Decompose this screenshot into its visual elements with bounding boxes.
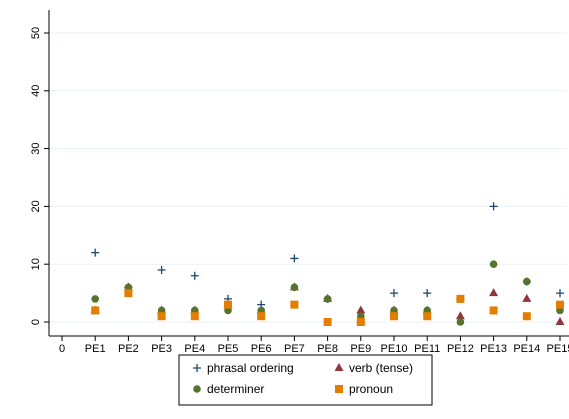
triangle-point xyxy=(489,288,499,297)
square-point xyxy=(157,312,166,321)
x-tick-label: PE9 xyxy=(350,343,371,355)
legend-triangle-icon xyxy=(334,363,344,371)
x-tick-label: PE4 xyxy=(184,343,205,355)
legend-circle-icon xyxy=(193,385,201,393)
x-tick-label: PE5 xyxy=(218,343,239,355)
circle-point xyxy=(489,260,498,269)
circle-point xyxy=(323,295,332,303)
x-tick-label: PE6 xyxy=(251,343,272,355)
y-tick-label: 40 xyxy=(30,85,42,97)
plus-point xyxy=(91,248,100,257)
x-tick-label: PE2 xyxy=(118,343,139,355)
grid-lines xyxy=(49,32,567,323)
plus-point xyxy=(290,254,299,263)
legend-box xyxy=(178,354,433,406)
x-tick-label: PE15 xyxy=(547,343,569,355)
square-point xyxy=(356,318,365,326)
circle-point xyxy=(523,277,531,286)
axes: 0 10 20 30 40 50 0 PE1 PE2 PE3 PE4 PE5 PE6 PE7 PE8 PE9 P… xyxy=(30,10,569,355)
legend: phrasal ordering verb (tense) determiner pr… xyxy=(178,354,433,406)
legend-item: pronoun xyxy=(335,382,393,396)
square-point xyxy=(522,312,531,321)
x-tick-label: PE3 xyxy=(151,343,172,355)
legend-label: pronoun xyxy=(349,382,393,396)
plus-point xyxy=(556,289,564,298)
triangle-point xyxy=(555,317,565,325)
square-point xyxy=(423,312,432,321)
triangle-point xyxy=(522,293,532,302)
plus-point xyxy=(489,202,498,211)
legend-item: phrasal ordering xyxy=(193,361,294,375)
square-point xyxy=(224,300,232,309)
square-point xyxy=(257,312,266,321)
triangle-point xyxy=(356,305,366,314)
y-tick-label: 10 xyxy=(30,258,42,270)
legend-label: verb (tense) xyxy=(349,361,413,375)
series-square xyxy=(91,289,564,326)
legend-item: determiner xyxy=(193,382,264,396)
data-points xyxy=(90,202,565,326)
x-tick-label: 0 xyxy=(59,343,65,355)
square-point xyxy=(489,306,498,315)
square-point xyxy=(556,300,564,309)
square-point xyxy=(91,306,100,315)
x-tick-label: PE13 xyxy=(480,343,507,355)
legend-plus-icon xyxy=(193,364,201,372)
square-point xyxy=(456,294,465,303)
y-tick-label: 50 xyxy=(30,27,42,39)
triangle-point xyxy=(455,311,465,320)
plus-point xyxy=(423,289,432,298)
circle-point xyxy=(290,283,299,292)
legend-label: phrasal ordering xyxy=(207,361,294,375)
legend-square-icon xyxy=(335,385,343,393)
plus-point xyxy=(390,289,398,298)
plus-point xyxy=(190,271,199,280)
y-tick-label: 0 xyxy=(30,319,42,325)
x-tick-label: PE1 xyxy=(85,343,106,355)
x-tick-label: PE8 xyxy=(317,343,338,355)
y-tick-label: 30 xyxy=(30,142,42,154)
circle-point xyxy=(456,318,465,326)
square-point xyxy=(190,312,199,321)
legend-item: verb (tense) xyxy=(334,361,413,375)
x-tick-label: PE14 xyxy=(513,343,540,355)
x-tick-label: PE12 xyxy=(447,343,474,355)
square-point xyxy=(323,318,332,326)
square-point xyxy=(390,312,398,321)
square-point xyxy=(290,300,299,309)
x-tick-label: PE10 xyxy=(381,343,408,355)
circle-point xyxy=(91,295,99,303)
legend-label: determiner xyxy=(207,382,264,396)
x-tick-label: PE11 xyxy=(414,343,440,355)
x-tick-label: PE7 xyxy=(284,343,305,355)
square-point xyxy=(124,289,133,298)
plot-area xyxy=(49,10,567,336)
plus-point xyxy=(157,265,166,274)
y-tick-label: 20 xyxy=(30,200,42,212)
